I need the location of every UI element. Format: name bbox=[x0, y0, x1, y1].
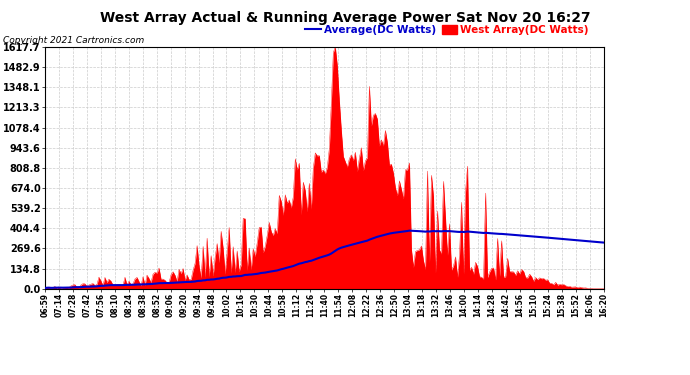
Text: Copyright 2021 Cartronics.com: Copyright 2021 Cartronics.com bbox=[3, 36, 145, 45]
Legend: Average(DC Watts), West Array(DC Watts): Average(DC Watts), West Array(DC Watts) bbox=[302, 21, 593, 39]
Text: West Array Actual & Running Average Power Sat Nov 20 16:27: West Array Actual & Running Average Powe… bbox=[99, 11, 591, 25]
